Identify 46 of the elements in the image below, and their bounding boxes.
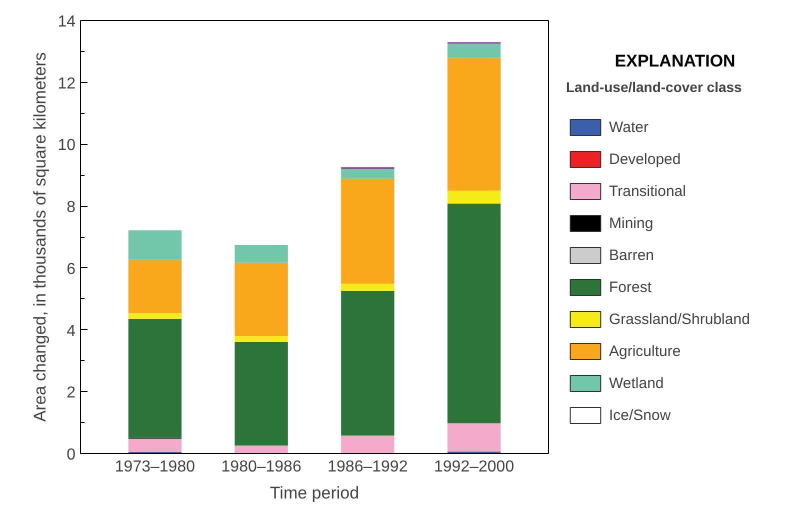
bar	[447, 190, 501, 204]
bar	[128, 313, 182, 319]
text: EXPLANATION	[614, 51, 736, 70]
bar	[234, 445, 288, 454]
legend-label: Transitional	[609, 182, 686, 200]
legend-label: Grassland/Shrubland	[609, 310, 750, 328]
x-tick-label: 1980–1986	[221, 458, 302, 476]
y-tick-label: 10	[58, 137, 76, 154]
y-axis-title: Area changed, in thousands of square kilometers	[30, 52, 50, 422]
bar	[128, 230, 182, 260]
legend-label: Developed	[609, 150, 681, 168]
bar	[234, 342, 288, 446]
bar	[234, 245, 288, 263]
y-tick-label: 4	[66, 322, 76, 340]
x-tick-label: 1986–1992	[328, 458, 408, 476]
y-tick-label: 12	[58, 75, 76, 92]
x-tick-label: 1992–2000	[434, 458, 514, 476]
legend-label: Agriculture	[609, 342, 681, 360]
x-axis-title: Time period	[270, 484, 360, 502]
legend-label: Mining	[609, 214, 654, 232]
bar	[447, 58, 501, 191]
legend-label: Ice/Snow	[609, 406, 671, 424]
legend-label: Water	[609, 118, 648, 136]
bar	[341, 178, 394, 284]
bar	[234, 336, 288, 342]
y-tick-label: 8	[66, 199, 76, 216]
legend-label: Forest	[609, 278, 652, 296]
y-tick-label: 14	[58, 14, 76, 30]
x-tick-label: 1973–1980	[114, 458, 196, 476]
legend-title: Land-use/land-cover class	[566, 79, 743, 95]
legend-label: Wetland	[609, 374, 664, 392]
y-tick-label: 6	[66, 260, 76, 278]
y-tick-label: 2	[66, 384, 76, 402]
bar	[447, 423, 501, 452]
bar	[128, 318, 182, 438]
bar	[341, 290, 394, 436]
bar	[341, 284, 394, 291]
bar	[128, 260, 182, 314]
bar	[234, 262, 288, 336]
bar	[341, 436, 394, 454]
y-tick-label: 0	[66, 446, 76, 464]
bar	[128, 438, 182, 452]
bar	[447, 204, 501, 424]
bar	[341, 168, 394, 179]
legend-label: Barren	[609, 246, 654, 264]
bar	[447, 44, 501, 58]
